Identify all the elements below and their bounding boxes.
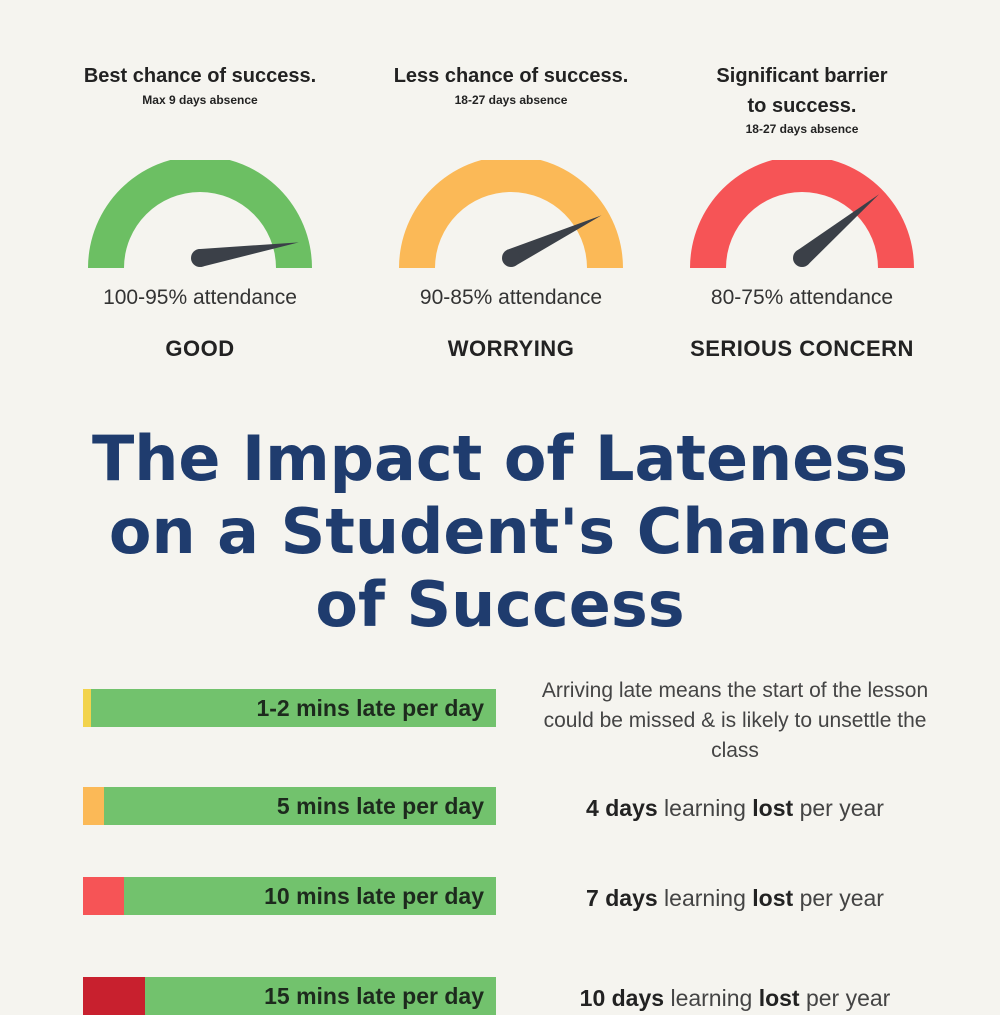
lost-mid: learning xyxy=(664,885,746,911)
description-line-1: Arriving late means the start of the les… xyxy=(541,679,929,702)
lateness-bar-1-2-mins: 1-2 mins late per day xyxy=(83,689,496,727)
lateness-segment xyxy=(83,787,104,825)
needle-pointer xyxy=(198,242,299,267)
lost-days: 10 days xyxy=(579,985,665,1011)
description-line-2: could be missed & is likely to unsettle … xyxy=(543,709,927,732)
speedometer-icon xyxy=(399,160,623,268)
lost-mid: learning xyxy=(670,985,753,1011)
gauge-subtitle: 18-27 days absence xyxy=(454,93,568,107)
lost-end: per year xyxy=(805,985,891,1011)
lost-end: per year xyxy=(799,795,884,821)
gauge-needle xyxy=(793,194,880,267)
lateness-segment xyxy=(83,877,125,915)
gauge-arc xyxy=(690,160,914,268)
gauge-arc xyxy=(399,160,623,268)
speedometer-icon xyxy=(690,160,914,268)
page-title-line-3: of Success xyxy=(315,568,685,641)
gauge-title: Less chance of success. xyxy=(393,65,629,87)
lost-end: per year xyxy=(799,885,884,911)
speedometer-icon xyxy=(88,160,312,268)
learning-lost-15-mins: 10 days learning lost per year xyxy=(525,985,945,1012)
lost-days: 4 days xyxy=(586,795,658,821)
gauge-needle xyxy=(191,242,299,267)
needle-hub xyxy=(793,249,811,267)
learning-lost-10-mins: 7 days learning lost per year xyxy=(525,885,945,912)
status-label: GOOD xyxy=(165,336,235,361)
attendance-range: 80-75% attendance xyxy=(710,286,894,309)
page-title: The Impact of Lateness on a Student's Ch… xyxy=(0,422,1000,641)
bar-label: 5 mins late per day xyxy=(276,793,484,819)
bar-label: 15 mins late per day xyxy=(264,983,484,1009)
status-label: SERIOUS CONCERN xyxy=(690,336,914,361)
gauge-subtitle: Max 9 days absence xyxy=(142,93,258,107)
attendance-range: 100-95% attendance xyxy=(103,286,297,309)
needle-hub xyxy=(502,249,520,267)
bar-label: 10 mins late per day xyxy=(264,883,484,909)
lateness-bar-10-mins: 10 mins late per day xyxy=(83,877,496,915)
bar-label: 1-2 mins late per day xyxy=(256,695,484,721)
attendance-range: 90-85% attendance xyxy=(419,286,603,309)
lost-mid: learning xyxy=(664,795,746,821)
status-label: WORRYING xyxy=(447,336,575,361)
gauge-subtitle: 18-27 days absence xyxy=(745,122,859,136)
lateness-bar-5-mins: 5 mins late per day xyxy=(83,787,496,825)
page-title-line-1: The Impact of Lateness xyxy=(91,422,909,495)
lateness-bar-15-mins: 15 mins late per day xyxy=(83,977,496,1015)
lost-word: lost xyxy=(758,985,800,1011)
gauge-title-line-1: Significant barrier xyxy=(716,65,888,87)
lost-word: lost xyxy=(752,885,794,911)
needle-pointer xyxy=(796,194,880,265)
gauge-title: Best chance of success. xyxy=(83,65,317,87)
page-title-line-2: on a Student's Chance xyxy=(108,495,892,568)
needle-pointer xyxy=(507,215,602,267)
description-line-3: class xyxy=(711,739,759,762)
gauge-arc xyxy=(88,160,312,268)
gauge-title-line-2: to success. xyxy=(747,95,857,117)
gauge-needle xyxy=(502,215,602,267)
lateness-segment xyxy=(83,689,92,727)
lost-word: lost xyxy=(752,795,794,821)
learning-lost-5-mins: 4 days learning lost per year xyxy=(525,795,945,822)
lost-days: 7 days xyxy=(586,885,658,911)
needle-hub xyxy=(191,249,209,267)
lateness-description: Arriving late means the start of the les… xyxy=(525,676,945,766)
lateness-segment xyxy=(83,977,145,1015)
